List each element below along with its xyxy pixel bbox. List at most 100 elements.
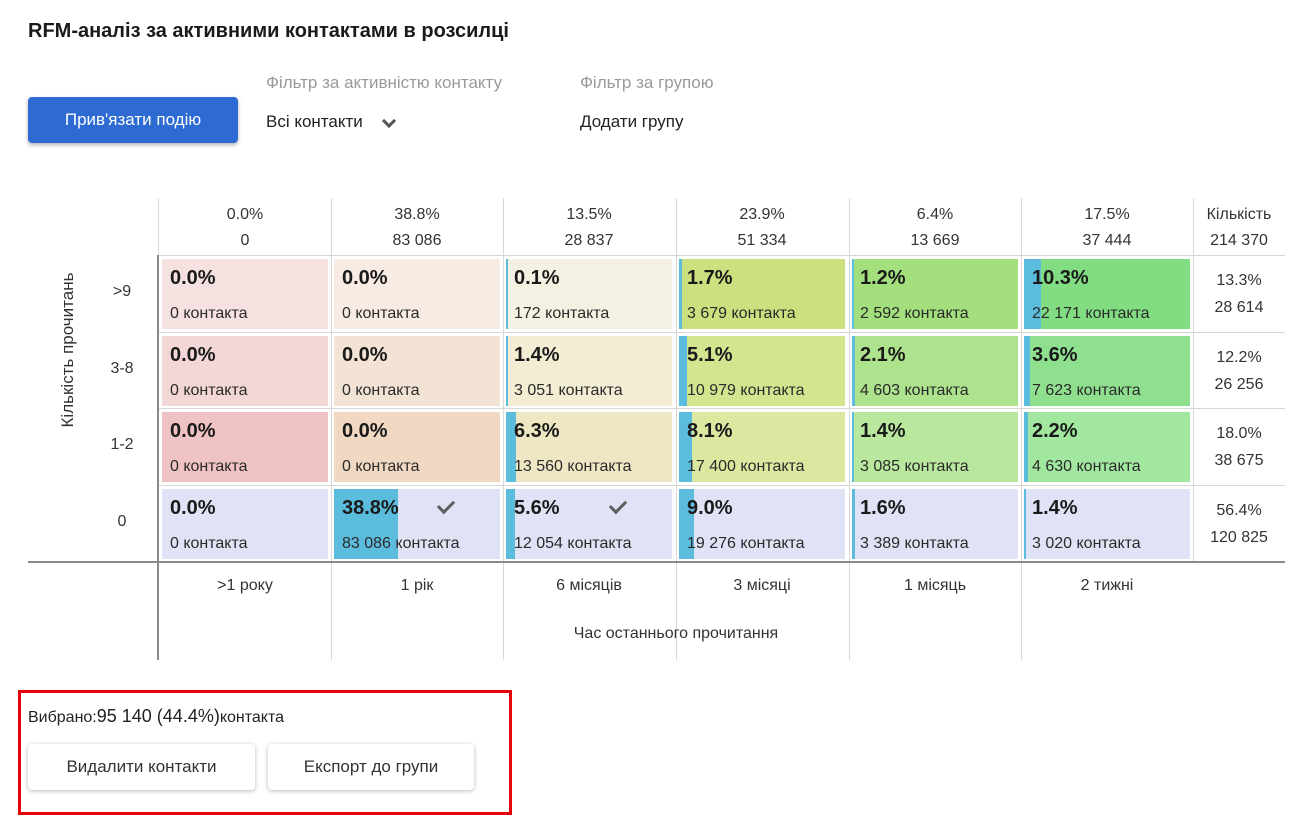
rfm-cell[interactable]: 0.0% 0 контакта	[162, 336, 328, 406]
activity-filter-label: Фільтр за активністю контакту	[266, 73, 503, 92]
rfm-cell[interactable]: 3.6% 7 623 контакта	[1024, 336, 1190, 406]
rfm-cell[interactable]: 2.1% 4 603 контакта	[852, 336, 1018, 406]
rfm-cell[interactable]: 6.3% 13 560 контакта	[506, 412, 672, 482]
group-filter-label: Фільтр за групою	[580, 73, 714, 92]
cell-share-bar	[679, 259, 682, 329]
rfm-cell[interactable]: 0.0% 0 контакта	[334, 336, 500, 406]
delete-contacts-button[interactable]: Видалити контакти	[28, 744, 255, 790]
check-icon	[606, 495, 628, 517]
cell-count: 4 630 контакта	[1032, 458, 1141, 475]
cell-percent: 0.0%	[342, 344, 388, 366]
y-axis-line	[157, 255, 159, 660]
cell-count: 3 679 контакта	[687, 305, 796, 322]
row-total: 12.2% 26 256	[1193, 344, 1285, 398]
x-tick-label: 6 місяців	[556, 577, 622, 594]
cell-count: 0 контакта	[170, 382, 248, 399]
rfm-cell[interactable]: 1.4% 3 051 контакта	[506, 336, 672, 406]
y-tick-label: 3-8	[110, 360, 134, 377]
cell-count: 83 086 контакта	[342, 535, 460, 552]
page-title: RFM-аналіз за активними контактами в роз…	[28, 20, 509, 42]
export-to-group-button[interactable]: Експорт до групи	[268, 744, 474, 790]
column-header: 13.5% 28 837	[503, 202, 675, 254]
cell-share-bar	[852, 489, 855, 559]
selection-summary: Вибрано:95 140 (44.4%)контакта	[28, 706, 284, 727]
selection-suffix: контакта	[219, 709, 285, 726]
cell-percent: 1.6%	[860, 497, 906, 519]
cell-count: 2 592 контакта	[860, 305, 969, 322]
column-header: 23.9% 51 334	[676, 202, 848, 254]
group-filter-add[interactable]: Додати групу	[580, 112, 683, 132]
column-header-count: 37 444	[1082, 232, 1132, 249]
cell-count: 3 389 контакта	[860, 535, 969, 552]
selection-value: 95 140 (44.4%)	[96, 706, 220, 726]
rfm-cell[interactable]: 0.0% 0 контакта	[162, 489, 328, 559]
y-axis-label: Кількість прочитань	[58, 272, 77, 428]
rfm-cell[interactable]: 5.1% 10 979 контакта	[679, 336, 845, 406]
column-header-count: 83 086	[392, 232, 442, 249]
cell-percent: 0.0%	[342, 420, 388, 442]
rfm-cell[interactable]: 0.1% 172 контакта	[506, 259, 672, 329]
cell-count: 10 979 контакта	[687, 382, 805, 399]
cell-share-bar	[1024, 489, 1027, 559]
rfm-cell[interactable]: 1.7% 3 679 контакта	[679, 259, 845, 329]
cell-percent: 2.2%	[1032, 420, 1078, 442]
cell-count: 19 276 контакта	[687, 535, 805, 552]
column-header-pct: 0.0%	[226, 206, 264, 223]
column-header-count: 0	[240, 232, 250, 249]
rfm-cell[interactable]: 0.0% 0 контакта	[334, 259, 500, 329]
rfm-cell[interactable]: 1.4% 3 085 контакта	[852, 412, 1018, 482]
x-tick-label: 1 місяць	[903, 577, 967, 594]
rfm-cell[interactable]: 38.8% 83 086 контакта	[334, 489, 500, 559]
column-header-count: 51 334	[737, 232, 787, 249]
rfm-cell[interactable]: 5.6% 12 054 контакта	[506, 489, 672, 559]
cell-percent: 0.0%	[170, 420, 216, 442]
cell-count: 0 контакта	[170, 305, 248, 322]
row-total-pct: 56.4%	[1216, 502, 1262, 519]
rfm-cell[interactable]: 8.1% 17 400 контакта	[679, 412, 845, 482]
rfm-cell[interactable]: 1.6% 3 389 контакта	[852, 489, 1018, 559]
cell-share-bar	[852, 259, 855, 329]
cell-share-bar	[506, 336, 509, 406]
rfm-cell[interactable]: 9.0% 19 276 контакта	[679, 489, 845, 559]
bind-event-button[interactable]: Прив'язати подію	[28, 97, 238, 143]
column-header-count: 13 669	[910, 232, 960, 249]
grid-line-vertical	[1021, 198, 1022, 660]
cell-count: 7 623 контакта	[1032, 382, 1141, 399]
rfm-cell[interactable]: 0.0% 0 контакта	[162, 259, 328, 329]
y-tick-label: 1-2	[110, 436, 134, 453]
column-header: 38.8% 83 086	[331, 202, 503, 254]
column-header: 17.5% 37 444	[1021, 202, 1193, 254]
chevron-down-icon[interactable]	[381, 115, 395, 129]
rfm-cell[interactable]: 0.0% 0 контакта	[162, 412, 328, 482]
rfm-cell[interactable]: 10.3% 22 171 контакта	[1024, 259, 1190, 329]
cell-share-bar	[334, 489, 399, 559]
row-total-count: 28 614	[1214, 299, 1264, 316]
cell-percent: 5.6%	[514, 497, 560, 519]
cell-count: 0 контакта	[342, 382, 420, 399]
activity-filter-value: Всі контакти	[266, 112, 363, 131]
rfm-cell[interactable]: 1.2% 2 592 контакта	[852, 259, 1018, 329]
cell-count: 172 контакта	[514, 305, 610, 322]
cell-percent: 1.7%	[687, 267, 733, 289]
rfm-cell[interactable]: 1.4% 3 020 контакта	[1024, 489, 1190, 559]
rfm-cell[interactable]: 2.2% 4 630 контакта	[1024, 412, 1190, 482]
grid-line-vertical	[1193, 198, 1194, 563]
cell-count: 3 085 контакта	[860, 458, 969, 475]
y-tick-label: >9	[112, 283, 132, 300]
cell-share-bar	[679, 412, 693, 482]
row-total-pct: 13.3%	[1216, 272, 1262, 289]
x-tick-label: 3 місяці	[733, 577, 791, 594]
column-header: 0.0% 0	[159, 202, 331, 254]
cell-percent: 0.0%	[170, 344, 216, 366]
rfm-cell[interactable]: 0.0% 0 контакта	[334, 412, 500, 482]
cell-share-bar	[1024, 412, 1028, 482]
cell-count: 0 контакта	[342, 458, 420, 475]
cell-share-bar	[506, 412, 517, 482]
activity-filter-select[interactable]: Всі контакти	[266, 112, 395, 132]
column-header-pct: 23.9%	[739, 206, 785, 223]
cell-percent: 5.1%	[687, 344, 733, 366]
grid-line-vertical	[503, 198, 504, 660]
cell-count: 3 020 контакта	[1032, 535, 1141, 552]
cell-share-bar	[679, 336, 688, 406]
x-axis-line	[28, 561, 1285, 563]
